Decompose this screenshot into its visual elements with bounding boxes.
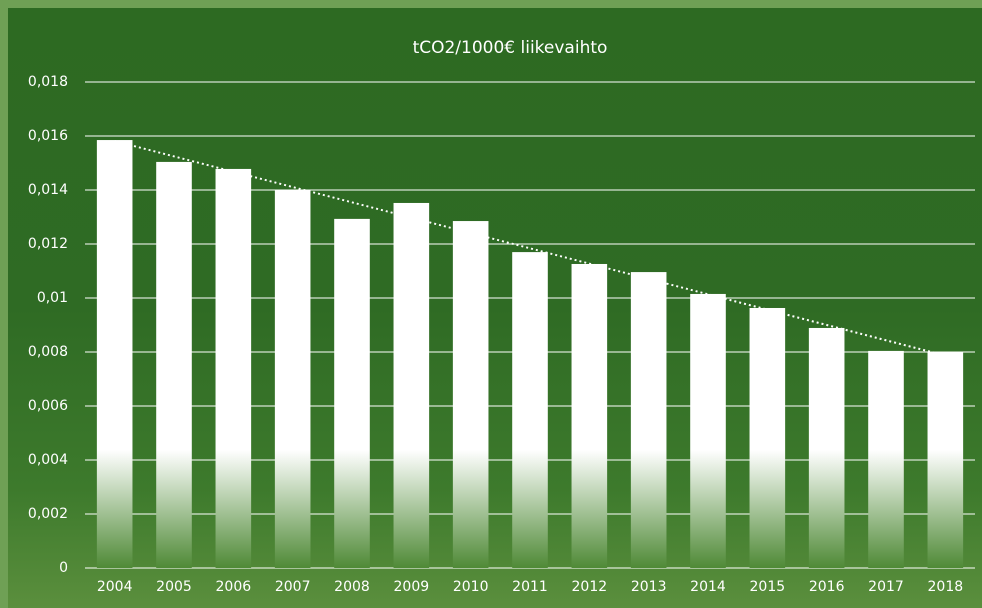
x-tick-label: 2008 — [334, 579, 370, 595]
bar — [216, 169, 252, 568]
bar — [275, 190, 311, 568]
x-tick-label: 2014 — [690, 579, 726, 595]
bar — [97, 140, 133, 568]
bar — [809, 328, 845, 568]
x-tick-label: 2009 — [394, 579, 430, 595]
y-tick-label: 0,004 — [28, 452, 68, 468]
y-tick-label: 0,014 — [28, 182, 68, 198]
y-tick-label: 0,012 — [28, 236, 68, 252]
bar — [453, 221, 489, 568]
y-tick-label: 0 — [59, 560, 68, 576]
x-tick-label: 2006 — [216, 579, 252, 595]
x-tick-label: 2017 — [868, 579, 904, 595]
chart-title: tCO2/1000€ liikevaihto — [413, 38, 608, 58]
bar — [512, 252, 548, 568]
x-tick-label: 2007 — [275, 579, 311, 595]
bar — [868, 351, 904, 568]
bar — [928, 352, 964, 568]
bar — [750, 308, 786, 568]
bar — [156, 162, 192, 568]
x-tick-label: 2011 — [512, 579, 548, 595]
x-tick-label: 2012 — [572, 579, 608, 595]
y-tick-label: 0,002 — [28, 506, 68, 522]
x-tick-label: 2018 — [928, 579, 964, 595]
y-tick-label: 0,016 — [28, 128, 68, 144]
bar — [394, 203, 430, 568]
x-tick-label: 2004 — [97, 579, 133, 595]
x-tick-label: 2010 — [453, 579, 489, 595]
bar — [334, 219, 370, 568]
y-tick-label: 0,018 — [28, 74, 68, 90]
x-tick-label: 2005 — [156, 579, 192, 595]
x-tick-label: 2016 — [809, 579, 845, 595]
bar — [572, 264, 608, 568]
y-tick-label: 0,008 — [28, 344, 68, 360]
chart: tCO2/1000€ liikevaihto 0 0,002 0,004 0,006 0… — [0, 0, 982, 608]
x-tick-label: 2013 — [631, 579, 667, 595]
y-tick-label: 0,01 — [37, 290, 68, 306]
bar — [690, 294, 726, 568]
y-tick-label: 0,006 — [28, 398, 68, 414]
bar — [631, 272, 667, 568]
x-tick-label: 2015 — [750, 579, 786, 595]
